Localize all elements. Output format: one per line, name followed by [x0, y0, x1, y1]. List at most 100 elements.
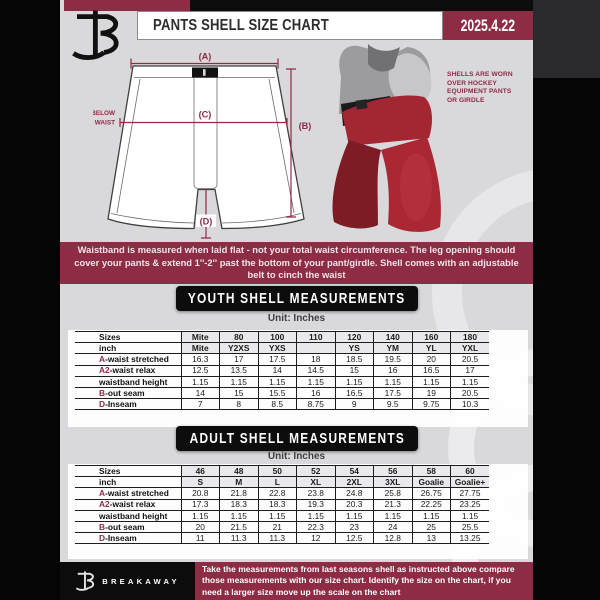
measurement-cell: 20.5: [450, 353, 489, 366]
table-row: inch S M L XL 2XL 3XL Goalie Goalie+: [75, 476, 489, 489]
measurement-cell: 12.8: [373, 532, 412, 545]
measurement-cell: 1.15: [296, 375, 335, 388]
equipment-shadow: [368, 44, 400, 72]
label-d-backplate: [196, 214, 216, 227]
row-label: B-out seam: [75, 520, 181, 534]
title-box: PANTS SHELL SIZE CHART: [137, 11, 443, 40]
youth-table-panel: Sizes Mite 80 100 110 120 140 160 180 inch Mite Y2X…: [68, 330, 528, 427]
measurement-cell: 24: [373, 520, 412, 534]
measurement-cell: Goalie: [411, 476, 451, 489]
measurement-cell: 1.15: [411, 375, 451, 388]
brand-name: BREAKAWAY: [102, 576, 180, 586]
measurement-cell: 23: [334, 520, 374, 534]
measurement-cell: 22.8: [257, 487, 297, 500]
measurement-cell: 11.3: [257, 532, 297, 545]
measurement-cell: 17: [450, 364, 489, 377]
measure-line-a: [130, 58, 279, 69]
table-row: B-out seam 20 21.5 21 22.3 23 24 25 25.5: [75, 520, 489, 534]
measurement-cell: 19: [411, 386, 451, 400]
measurement-cell: 1.15: [219, 509, 258, 522]
table-row: Sizes 46 48 50 52 54 56 58 60: [75, 464, 489, 478]
measurement-cell: 8.5: [257, 398, 297, 411]
measurement-cell: 11.3: [219, 532, 258, 545]
measurement-cell: Mite: [180, 330, 220, 344]
measurement-cell: 25: [411, 520, 451, 534]
label-a: (A): [199, 52, 212, 62]
measurement-cell: 14: [257, 364, 297, 377]
measurement-cell: 24.8: [334, 487, 374, 500]
table-row: Sizes Mite 80 100 110 120 140 160 180: [75, 330, 489, 344]
measurement-cell: 12: [296, 532, 335, 545]
row-label: waistband height: [75, 509, 181, 522]
measurement-cell: 13.25: [450, 532, 489, 545]
measurement-cell: 140: [373, 330, 412, 344]
row-label: Sizes: [75, 464, 181, 478]
measurement-cell: 52: [296, 464, 335, 478]
measurement-cell: 3XL: [373, 476, 412, 489]
measurement-cell: 9.75: [411, 398, 451, 411]
equipment-pad: [388, 53, 432, 107]
measurement-cell: 20: [411, 353, 451, 366]
svg-text:7'' BELOW: 7'' BELOW: [93, 110, 116, 117]
notice-text: Waistband is measured when laid flat - n…: [74, 244, 519, 281]
top-strip-black: [190, 0, 533, 11]
measurement-cell: 20: [180, 520, 220, 534]
shell-right-leg: [381, 137, 441, 232]
measurement-cell: Mite: [180, 342, 220, 355]
table-row: B-out seam 14 15 15.5 16 16.5 17.5 19 20.5: [75, 386, 489, 400]
measurement-cell: 16.5: [411, 364, 451, 377]
svg-text:WAIST: WAIST: [95, 120, 115, 127]
measurement-cell: 15: [334, 364, 374, 377]
measurement-cell: 21: [257, 520, 297, 534]
shell-buckle: [355, 99, 368, 110]
row-label: A2-waist relax: [75, 498, 181, 511]
measurement-cell: 50: [257, 464, 297, 478]
row-label: A2-waist relax: [75, 364, 181, 377]
measure-line-d: [201, 189, 211, 239]
measurement-cell: L: [257, 476, 297, 489]
row-label-prefix: A: [99, 488, 106, 499]
youth-heading-text: YOUTH SHELL MEASUREMENTS: [188, 290, 406, 307]
measurement-cell: 1.15: [450, 509, 489, 522]
youth-unit-label: Unit: Inches: [267, 313, 326, 324]
measurement-cell: 25.5: [450, 520, 489, 534]
belt-buckle-slit: [203, 69, 206, 76]
measurement-cell: 21.5: [219, 520, 258, 534]
footer-instructions-box: Take the measurements from last seasons …: [195, 562, 533, 600]
measurement-cell: 16.3: [180, 353, 220, 366]
measurement-cell: 17: [219, 353, 258, 366]
row-label-prefix: D: [99, 399, 106, 410]
below-waist-note: 7'' BELOW WAIST: [93, 110, 116, 127]
breakaway-footer-logo-icon: [75, 570, 97, 592]
measurement-cell: YL: [411, 342, 451, 355]
measurement-cell: 14: [180, 386, 220, 400]
measurement-cell: 80: [219, 330, 258, 344]
measurement-cell: 22.25: [411, 498, 451, 511]
measurement-cell: 9.5: [373, 398, 412, 411]
youth-measurements-table: Sizes Mite 80 100 110 120 140 160 180 inch Mite Y2X…: [75, 330, 489, 411]
measurement-cell: 18: [296, 353, 335, 366]
measurement-cell: 22.3: [296, 520, 335, 534]
measurement-cell: 21.3: [373, 498, 412, 511]
measurement-cell: 20.8: [180, 487, 220, 500]
row-label-prefix: B: [99, 387, 106, 398]
measurement-cell: 17.5: [257, 353, 297, 366]
top-strip-maroon: [64, 0, 190, 11]
youth-section-heading: YOUTH SHELL MEASUREMENTS: [176, 286, 418, 311]
date-text: 2025.4.22: [460, 15, 516, 35]
measurement-cell: 23.25: [450, 498, 489, 511]
measurement-cell: 110: [296, 330, 335, 344]
measurement-cell: 19.5: [373, 353, 412, 366]
measurement-cell: 27.75: [450, 487, 489, 500]
measurement-cell: 180: [450, 330, 489, 344]
measurement-cell: XL: [296, 476, 335, 489]
measurement-cell: 18.5: [334, 353, 374, 366]
row-label: waistband height: [75, 375, 181, 388]
measurement-cell: 1.15: [450, 375, 489, 388]
shorts-outline: [107, 65, 305, 230]
measurement-cell: 10.3: [450, 398, 489, 411]
row-label: inch: [75, 476, 181, 489]
measurement-cell: 12.5: [180, 364, 220, 377]
date-badge: 2025.4.22: [443, 11, 533, 40]
row-label-prefix: A2: [99, 499, 110, 510]
